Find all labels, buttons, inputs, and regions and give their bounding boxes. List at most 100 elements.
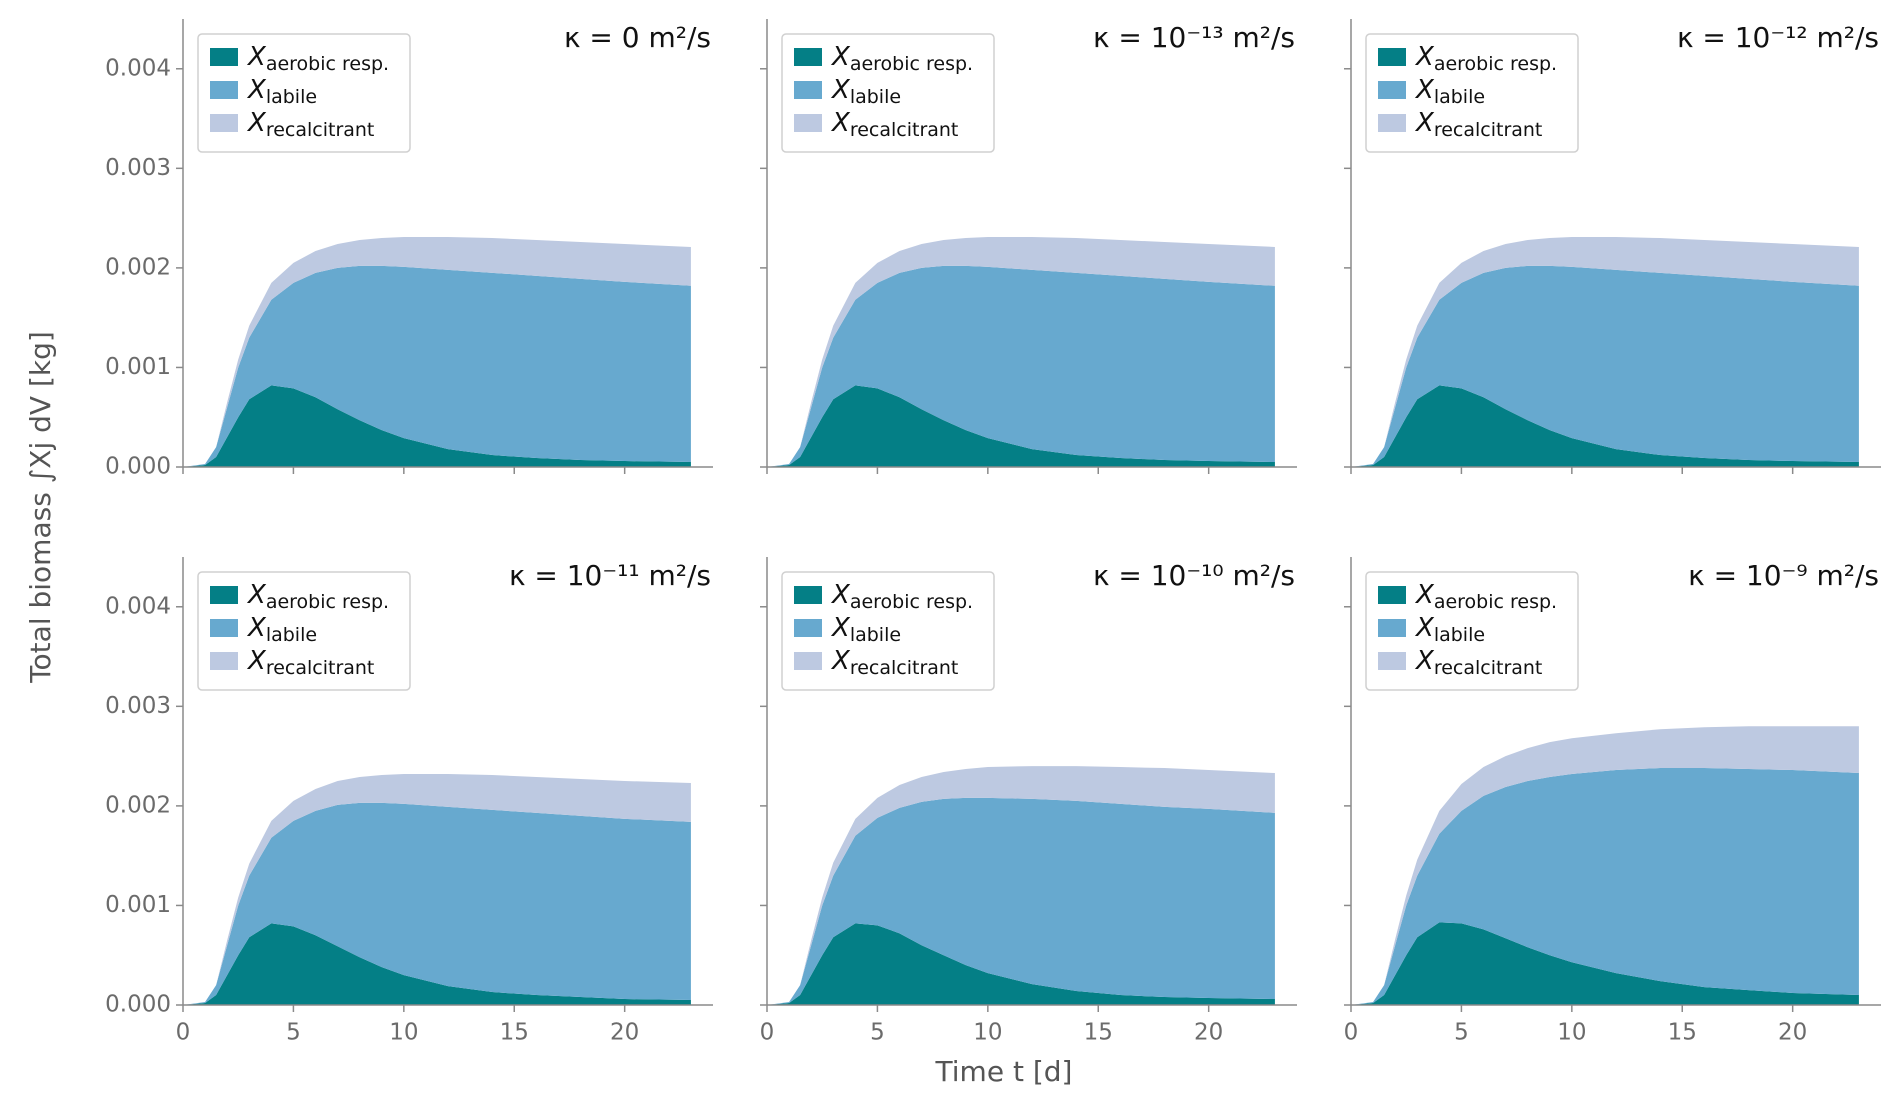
- stacked-area: [183, 774, 691, 1005]
- panel: 0.000 0.001 0.002 0.003 0.004 0 5 10 15 20 κ = 10⁻…: [105, 557, 713, 1046]
- stacked-area: [767, 797, 1275, 1005]
- legend-box: [781, 571, 995, 691]
- x-axis-label: Time t [d]: [935, 1055, 1073, 1088]
- legend-label: Xlabile: [246, 75, 317, 108]
- x-tick-label: 5: [286, 1020, 301, 1046]
- legend-swatch: [794, 114, 822, 132]
- stacked-area: [767, 265, 1275, 467]
- legend-label: Xlabile: [246, 613, 317, 646]
- stacked-area: [767, 237, 1275, 467]
- stacked-area: [767, 766, 1275, 1005]
- legend-swatch: [1378, 652, 1406, 670]
- legend-label: Xaerobic resp.: [1414, 42, 1557, 75]
- panel: 0 5 10 15 20 κ = 10⁻⁹ m²/s Xaerobic resp.Xlabi…: [1344, 557, 1881, 1046]
- legend-label: Xrecalcitrant: [1414, 108, 1542, 141]
- legend-swatch: [1378, 619, 1406, 637]
- y-tick-label: 0.000: [105, 454, 171, 480]
- stacked-area: [183, 385, 691, 467]
- x-tick-label: 10: [389, 1020, 418, 1046]
- x-tick-label: 20: [1194, 1020, 1223, 1046]
- stacked-area: [1351, 385, 1859, 467]
- legend-swatch: [794, 48, 822, 66]
- y-tick-label: 0.000: [105, 992, 171, 1018]
- panel-title: κ = 10⁻¹¹ m²/s: [509, 559, 711, 592]
- legend-label: Xaerobic resp.: [830, 580, 973, 613]
- legend-swatch: [210, 114, 238, 132]
- y-tick-label: 0.003: [105, 693, 171, 719]
- panel-title: κ = 10⁻¹⁰ m²/s: [1093, 559, 1295, 592]
- legend-label: Xlabile: [830, 75, 901, 108]
- panel-title: κ = 10⁻¹² m²/s: [1677, 21, 1879, 54]
- legend-label: Xaerobic resp.: [246, 42, 389, 75]
- panel: 0 5 10 15 20 κ = 10⁻¹⁰ m²/s Xaerobic resp.Xlab…: [760, 557, 1297, 1046]
- legend-swatch: [794, 652, 822, 670]
- legend-label: Xrecalcitrant: [830, 646, 958, 679]
- x-tick-label: 20: [1778, 1020, 1807, 1046]
- panel-title: κ = 10⁻¹³ m²/s: [1093, 21, 1295, 54]
- legend-label: Xaerobic resp.: [830, 42, 973, 75]
- legend-label: Xaerobic resp.: [1414, 580, 1557, 613]
- x-tick-label: 5: [1454, 1020, 1469, 1046]
- y-tick-label: 0.003: [105, 155, 171, 181]
- legend-swatch: [794, 586, 822, 604]
- legend-box: [781, 33, 995, 153]
- stacked-area: [767, 923, 1275, 1005]
- y-tick-label: 0.002: [105, 792, 171, 818]
- stacked-area: [1351, 726, 1859, 1005]
- stacked-area: [1351, 922, 1859, 1005]
- panel: κ = 10⁻¹² m²/s Xaerobic resp.XlabileXreca…: [1344, 19, 1881, 474]
- x-tick-label: 15: [1084, 1020, 1113, 1046]
- x-tick-label: 20: [610, 1020, 639, 1046]
- x-tick-label: 10: [1557, 1020, 1586, 1046]
- legend-swatch: [794, 619, 822, 637]
- legend-label: Xrecalcitrant: [830, 108, 958, 141]
- legend-swatch: [210, 48, 238, 66]
- legend-label: Xaerobic resp.: [246, 580, 389, 613]
- legend-box: [1365, 33, 1579, 153]
- legend-swatch: [210, 81, 238, 99]
- x-tick-label: 15: [1668, 1020, 1697, 1046]
- legend-label: Xlabile: [1414, 75, 1485, 108]
- panel: κ = 10⁻¹³ m²/s Xaerobic resp.XlabileXreca…: [760, 19, 1297, 474]
- panel-title: κ = 0 m²/s: [564, 21, 711, 54]
- x-tick-label: 10: [973, 1020, 1002, 1046]
- stacked-area: [183, 237, 691, 467]
- y-tick-label: 0.001: [105, 892, 171, 918]
- legend-swatch: [1378, 114, 1406, 132]
- x-tick-label: 5: [870, 1020, 885, 1046]
- stacked-area: [767, 385, 1275, 467]
- panel: 0.000 0.001 0.002 0.003 0.004 κ = 0 m²/s Xaero…: [105, 19, 713, 480]
- x-tick-label: 0: [176, 1020, 191, 1046]
- y-tick-label: 0.004: [105, 55, 171, 81]
- legend-swatch: [1378, 81, 1406, 99]
- stacked-area: [1351, 265, 1859, 467]
- stacked-area: [1351, 768, 1859, 1005]
- legend-swatch: [794, 81, 822, 99]
- legend-box: [197, 571, 411, 691]
- y-tick-label: 0.001: [105, 354, 171, 380]
- x-tick-label: 0: [760, 1020, 775, 1046]
- legend-label: Xrecalcitrant: [246, 646, 374, 679]
- y-tick-label: 0.004: [105, 593, 171, 619]
- legend-swatch: [1378, 586, 1406, 604]
- legend-label: Xrecalcitrant: [246, 108, 374, 141]
- x-tick-label: 15: [500, 1020, 529, 1046]
- legend-swatch: [210, 586, 238, 604]
- x-tick-label: 0: [1344, 1020, 1359, 1046]
- legend-swatch: [210, 619, 238, 637]
- legend-label: Xrecalcitrant: [1414, 646, 1542, 679]
- panel-title: κ = 10⁻⁹ m²/s: [1688, 559, 1879, 592]
- stacked-area: [183, 802, 691, 1005]
- y-axis-label: Total biomass ∫Xj dV [kg]: [24, 331, 57, 684]
- legend-swatch: [210, 652, 238, 670]
- legend-box: [197, 33, 411, 153]
- y-tick-label: 0.002: [105, 254, 171, 280]
- stacked-area: [1351, 237, 1859, 467]
- stacked-area: [183, 923, 691, 1005]
- legend-box: [1365, 571, 1579, 691]
- legend-label: Xlabile: [1414, 613, 1485, 646]
- legend-swatch: [1378, 48, 1406, 66]
- legend-label: Xlabile: [830, 613, 901, 646]
- stacked-area: [183, 265, 691, 467]
